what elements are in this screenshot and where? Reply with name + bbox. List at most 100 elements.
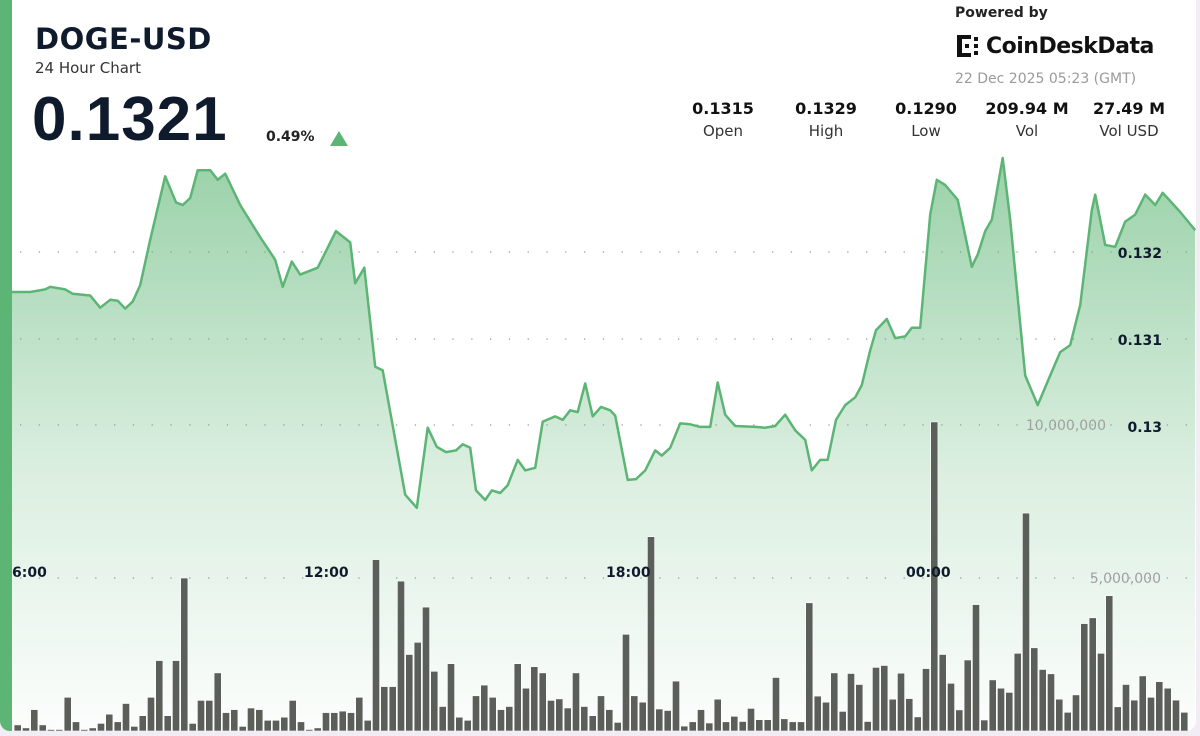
volume-tick-label: 10,000,000	[1026, 418, 1106, 434]
volume-bar	[1163, 687, 1172, 731]
volume-bar	[122, 703, 130, 731]
price-change: 0.49%	[266, 129, 315, 145]
volume-bar	[863, 721, 872, 731]
volume-bar	[263, 719, 272, 731]
volume-bar	[1180, 711, 1189, 731]
price-tick-label: 0.13	[1127, 420, 1162, 436]
volume-bar	[113, 721, 122, 731]
volume-bar	[988, 679, 997, 731]
volume-bar	[1038, 669, 1047, 731]
volume-bar	[538, 672, 547, 731]
volume-bar	[1088, 617, 1097, 731]
coindesk-logo[interactable]: CoinDeskData	[955, 33, 1154, 59]
stat-label: Low	[911, 122, 941, 140]
volume-bar	[305, 729, 314, 731]
volume-bar	[363, 719, 372, 731]
volume-bar	[972, 604, 980, 731]
volume-bar	[55, 729, 64, 731]
volume-bar	[838, 711, 847, 731]
volume-bar	[463, 719, 472, 731]
symbol-title: DOGE-USD	[35, 22, 212, 56]
price-tick-label: 0.131	[1118, 333, 1162, 349]
volume-bar	[230, 709, 239, 731]
volume-bar	[713, 698, 722, 731]
volume-bar	[380, 686, 389, 731]
coindesk-logo-icon	[957, 35, 978, 57]
volume-bar	[422, 606, 430, 731]
volume-bar	[322, 712, 330, 731]
volume-bar	[913, 716, 922, 731]
volume-bar	[247, 707, 255, 731]
current-price: 0.1321	[32, 85, 228, 154]
volume-bar	[1097, 652, 1105, 731]
volume-bar	[372, 559, 380, 731]
volume-bar	[313, 727, 322, 731]
volume-bar	[705, 722, 714, 731]
volume-bar	[447, 663, 455, 731]
stat-value: 0.1329	[795, 99, 857, 118]
volume-bar	[722, 721, 730, 731]
volume-bar	[663, 710, 672, 731]
x-tick-label: 6:00	[12, 565, 47, 581]
stat-low: 0.1290 Low	[876, 99, 976, 140]
volume-bar	[197, 700, 205, 731]
volume-bar	[455, 716, 464, 731]
volume-bar	[180, 577, 189, 731]
volume-bar	[130, 726, 139, 731]
volume-bar	[613, 722, 622, 731]
volume-bar	[813, 695, 822, 731]
x-axis-labels: 6:00 12:00 18:00 00:00	[12, 565, 951, 581]
stat-value: 0.1290	[895, 99, 957, 118]
volume-bar	[22, 727, 30, 731]
volume-bar	[872, 667, 880, 731]
volume-bar	[797, 721, 805, 731]
volume-bar	[488, 696, 497, 731]
volume-bar	[1047, 673, 1055, 731]
volume-bar	[405, 654, 414, 731]
volume-bar	[280, 716, 289, 731]
volume-bar	[1022, 512, 1030, 731]
volume-bar	[1063, 711, 1072, 731]
volume-bar	[563, 707, 572, 731]
volume-bar	[630, 695, 639, 731]
volume-bar	[430, 670, 439, 731]
stat-value: 0.1315	[692, 99, 754, 118]
volume-bar	[747, 708, 755, 731]
volume-bar	[1138, 675, 1147, 731]
volume-bar	[397, 580, 405, 731]
volume-bar	[288, 700, 297, 731]
volume-bar	[830, 672, 839, 731]
volume-bar	[1130, 699, 1139, 731]
stat-label: Vol	[1015, 122, 1039, 140]
volume-bar	[1055, 698, 1064, 731]
volume-bar	[780, 718, 789, 731]
price-area	[11, 158, 1196, 731]
brand-name: CoinDeskData	[986, 33, 1154, 59]
volume-bar	[1122, 684, 1130, 731]
x-tick-label: 00:00	[906, 565, 951, 581]
stat-label: Open	[702, 122, 744, 140]
volume-bar	[272, 719, 280, 731]
volume-bar	[980, 719, 989, 731]
up-arrow-icon	[330, 131, 348, 146]
volume-bar	[672, 680, 680, 731]
volume-bar	[80, 729, 89, 731]
volume-bar	[1155, 681, 1164, 731]
volume-bar	[897, 672, 905, 731]
volume-bar	[622, 633, 630, 731]
volume-bar	[1105, 595, 1114, 731]
volume-bar	[755, 719, 764, 731]
volume-bar	[772, 677, 780, 731]
volume-bar	[413, 641, 422, 731]
volume-bar	[555, 698, 564, 731]
volume-bar	[730, 715, 739, 731]
stat-label: High	[808, 122, 844, 140]
volume-bar	[947, 682, 955, 731]
volume-bar	[530, 666, 539, 731]
volume-bar	[347, 712, 355, 731]
volume-bar	[205, 700, 214, 731]
volume-bar	[822, 701, 830, 731]
volume-bar	[297, 721, 305, 731]
volume-bar	[388, 686, 397, 731]
